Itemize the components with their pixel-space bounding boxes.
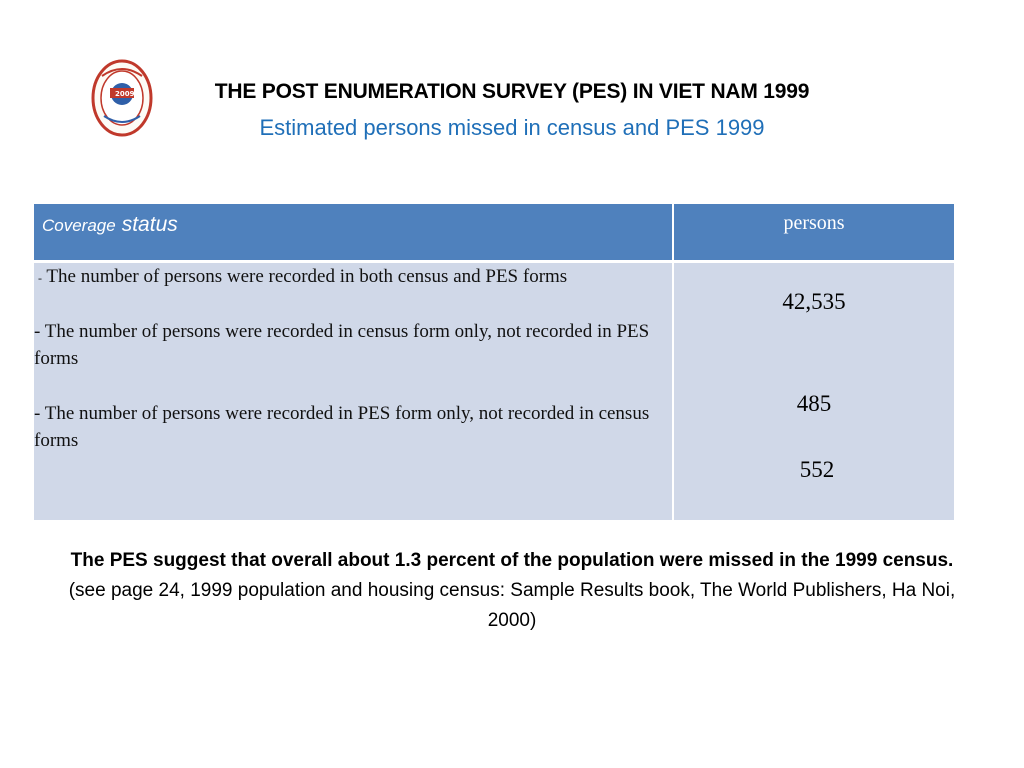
row-1-value: 42,535 bbox=[782, 289, 846, 314]
row-3-label: - The number of persons were recorded in… bbox=[34, 403, 650, 451]
row-1-prefix: - bbox=[38, 271, 42, 285]
page-subtitle: Estimated persons missed in census and P… bbox=[259, 115, 765, 140]
page-title: THE POST ENUMERATION SURVEY (PES) IN VIE… bbox=[0, 80, 1024, 104]
row-3-value: 552 bbox=[799, 457, 835, 482]
title-text: THE POST ENUMERATION SURVEY (PES) IN VIE… bbox=[214, 80, 810, 103]
persons-values: 42,535 485 552 bbox=[673, 261, 956, 520]
table-row: - The number of persons were recorded in… bbox=[34, 261, 956, 520]
header-coverage-label: Coverage bbox=[42, 216, 116, 235]
header-status-label: status bbox=[121, 213, 178, 236]
row-2-label: - The number of persons were recorded in… bbox=[34, 321, 650, 369]
summary-text: The PES suggest that overall about 1.3 p… bbox=[70, 550, 954, 571]
row-1-label: - The number of persons were recorded in… bbox=[34, 263, 672, 292]
header-coverage-status: Coverage status bbox=[34, 204, 674, 263]
header-persons: persons bbox=[673, 204, 956, 263]
header-persons-label: persons bbox=[783, 212, 845, 234]
coverage-table: Coverage status persons - The number of p… bbox=[34, 204, 956, 520]
svg-text:2009: 2009 bbox=[115, 90, 135, 98]
coverage-descriptions: - The number of persons were recorded in… bbox=[34, 261, 674, 520]
row-1-text: The number of persons were recorded in b… bbox=[46, 266, 568, 287]
table-header-row: Coverage status persons bbox=[34, 204, 956, 263]
reference-text: (see page 24, 1999 population and housin… bbox=[68, 580, 956, 631]
footnote: The PES suggest that overall about 1.3 p… bbox=[60, 546, 964, 636]
row-2-value: 485 bbox=[796, 391, 832, 416]
census-logo-icon: 2009 bbox=[90, 58, 154, 138]
